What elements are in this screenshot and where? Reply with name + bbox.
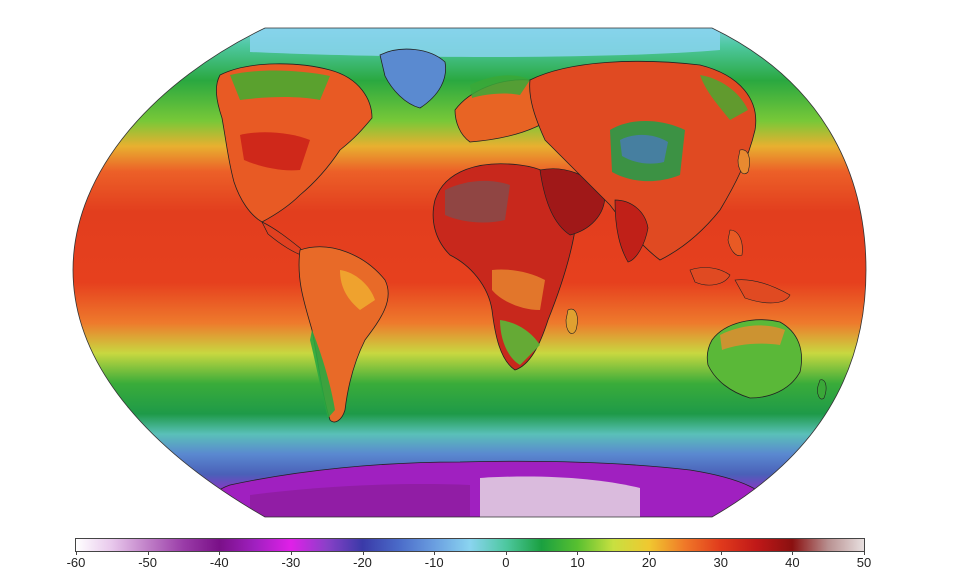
colorbar-tick-mark [649, 551, 651, 555]
globe-outline [72, 27, 867, 518]
colorbar-tick-label: -40 [209, 555, 229, 570]
colorbar-tick-mark [147, 551, 149, 555]
colorbar-tick-label: -20 [353, 555, 372, 570]
colorbar-tick-label: 40 [785, 555, 800, 570]
colorbar-tick-mark [792, 551, 794, 555]
colorbar-gradient [75, 538, 865, 552]
colorbar-tick-mark [362, 551, 364, 555]
colorbar-tick-label: 50 [856, 555, 872, 570]
colorbar-tick-mark [720, 551, 722, 555]
colorbar-tick-mark [434, 551, 436, 555]
colorbar-tick-mark [76, 551, 77, 555]
globe-fill [73, 28, 866, 517]
greenland-landmass [379, 48, 447, 109]
colorbar-tick-label: 30 [713, 555, 728, 570]
colorbar-tick-label: -10 [424, 555, 444, 570]
colorbar-tick-mark [219, 551, 221, 555]
colorbar-tick-mark [290, 551, 292, 555]
colorbar-tick-label: 10 [570, 555, 585, 570]
colorbar-tick-label: -30 [281, 555, 301, 570]
colorbar-tick-label: 0 [502, 555, 510, 570]
colorbar-tick-mark [577, 551, 579, 555]
colorbar-tick-label: -60 [66, 555, 86, 570]
colorbar-tick-label: 20 [641, 555, 657, 570]
colorbar-tick-mark [505, 551, 507, 555]
colorbar-tick-mark [864, 551, 865, 555]
colorbar-tick-label: -50 [138, 555, 158, 570]
